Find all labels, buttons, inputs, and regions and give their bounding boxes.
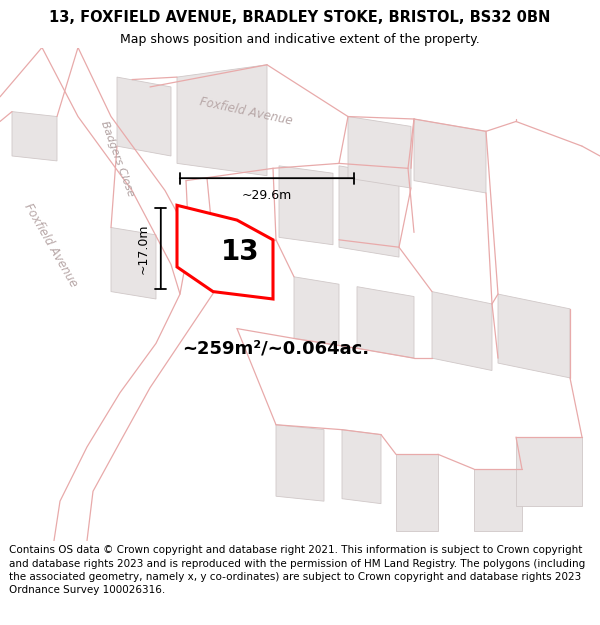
Text: Foxfield Avenue: Foxfield Avenue — [199, 96, 293, 128]
Polygon shape — [294, 277, 339, 346]
Text: Contains OS data © Crown copyright and database right 2021. This information is : Contains OS data © Crown copyright and d… — [9, 545, 585, 595]
Polygon shape — [177, 205, 273, 299]
Text: ~17.0m: ~17.0m — [137, 223, 150, 274]
Text: ~259m²/~0.064ac.: ~259m²/~0.064ac. — [182, 339, 370, 357]
Text: 13, FOXFIELD AVENUE, BRADLEY STOKE, BRISTOL, BS32 0BN: 13, FOXFIELD AVENUE, BRADLEY STOKE, BRIS… — [49, 11, 551, 26]
Polygon shape — [432, 292, 492, 371]
Polygon shape — [177, 65, 267, 176]
Text: ~29.6m: ~29.6m — [242, 189, 292, 202]
Polygon shape — [516, 437, 582, 506]
Polygon shape — [339, 166, 399, 257]
Polygon shape — [279, 166, 333, 245]
Polygon shape — [396, 454, 438, 531]
Text: Badgers Close: Badgers Close — [98, 119, 136, 198]
Polygon shape — [12, 112, 57, 161]
Polygon shape — [342, 429, 381, 504]
Polygon shape — [357, 287, 414, 358]
Text: Map shows position and indicative extent of the property.: Map shows position and indicative extent… — [120, 33, 480, 46]
Polygon shape — [414, 119, 486, 193]
Text: 13: 13 — [221, 238, 259, 266]
Text: Foxfield Avenue: Foxfield Avenue — [22, 201, 80, 289]
Polygon shape — [276, 425, 324, 501]
Polygon shape — [474, 469, 522, 531]
Polygon shape — [348, 116, 411, 188]
Polygon shape — [498, 294, 570, 378]
Polygon shape — [111, 228, 156, 299]
Polygon shape — [117, 77, 171, 156]
